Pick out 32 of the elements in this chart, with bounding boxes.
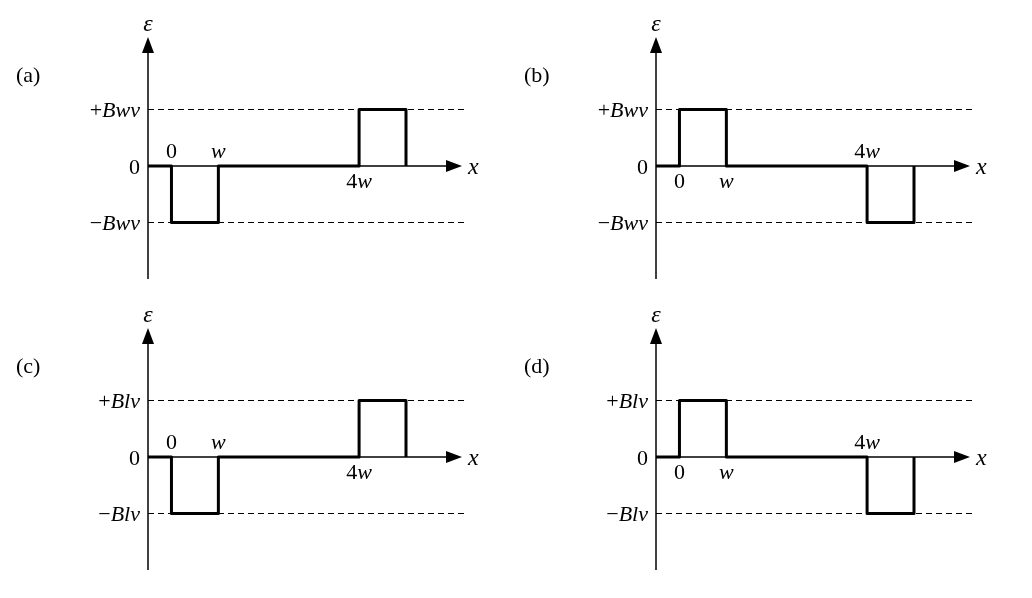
- x-tick-label: 0: [165, 138, 177, 163]
- x-tick-label: w: [719, 168, 735, 193]
- x-axis-title: x: [975, 153, 987, 180]
- x-tick-label: 0: [673, 168, 685, 193]
- ref-line-label: −Blv: [98, 501, 141, 527]
- x-tick-label: w: [719, 459, 735, 484]
- x-axis-title: x: [975, 444, 987, 471]
- ref-line-label: +Bwv: [89, 97, 141, 123]
- ref-line-label: −Bwv: [89, 210, 141, 236]
- chart-title: (d): [524, 352, 550, 378]
- x-tick-label: w: [211, 138, 227, 163]
- ref-line-label: +Bwv: [597, 97, 649, 123]
- x-tick-label: 4w: [854, 429, 881, 454]
- x-tick-label: 0: [165, 429, 177, 454]
- y-axis-title: ε: [143, 301, 154, 327]
- x-tick-label: w: [211, 429, 227, 454]
- ref-line-label: +Blv: [606, 388, 649, 414]
- y-axis-title: ε: [651, 10, 662, 36]
- x-tick-label: 4w: [346, 168, 373, 193]
- y-axis-title: ε: [651, 301, 662, 327]
- x-tick-label: 4w: [346, 459, 373, 484]
- chart-title: (a): [16, 61, 41, 87]
- ref-line-label: −Bwv: [597, 210, 649, 236]
- ref-line-label: −Blv: [606, 501, 649, 527]
- x-tick-label: 4w: [854, 138, 881, 163]
- chart-title: (c): [16, 352, 41, 378]
- x-axis-title: x: [467, 444, 479, 471]
- x-axis-title: x: [467, 153, 479, 180]
- ref-line-label: +Blv: [98, 388, 141, 414]
- x-tick-label: 0: [673, 459, 685, 484]
- chart-title: (b): [524, 61, 550, 87]
- y-axis-title: ε: [143, 10, 154, 36]
